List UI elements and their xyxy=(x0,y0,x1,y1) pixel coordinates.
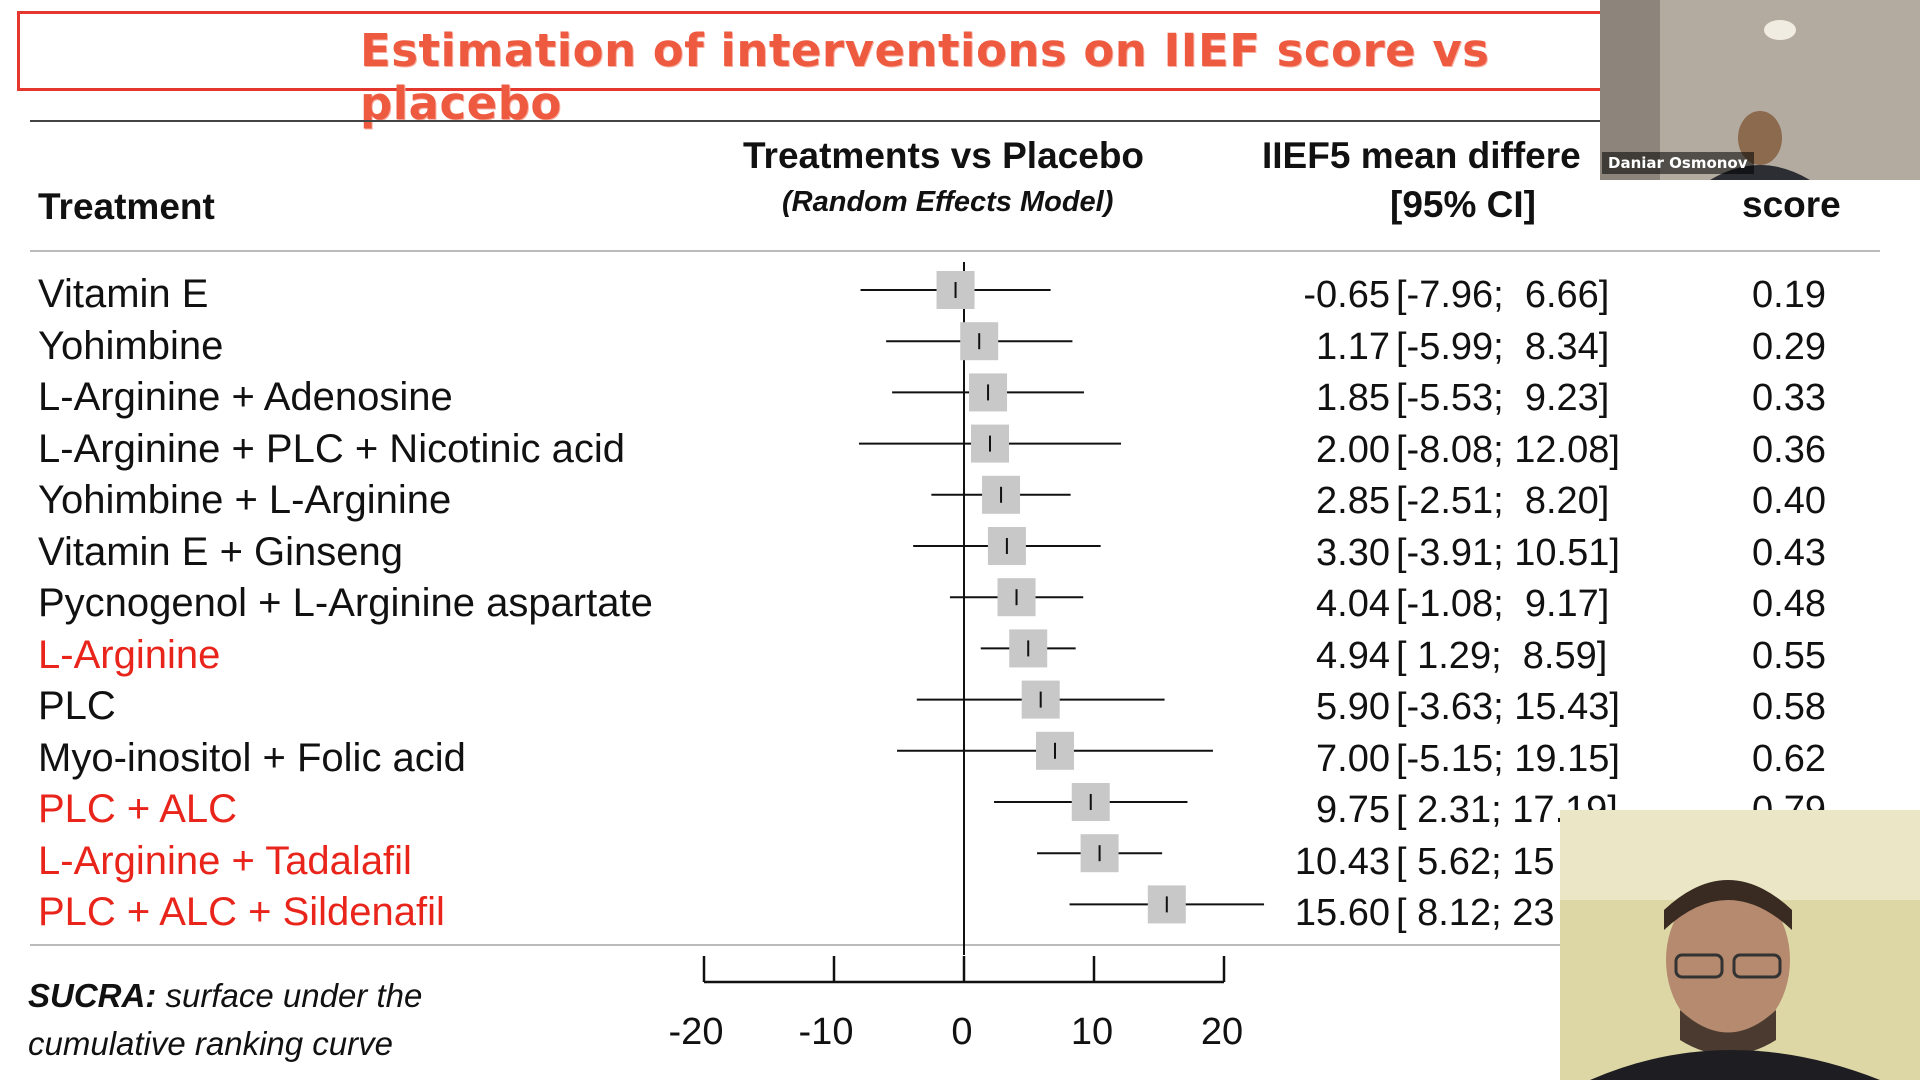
row-score: 0.33 xyxy=(1752,377,1826,419)
row-label: L-Arginine xyxy=(38,633,221,677)
top-rule xyxy=(30,120,1610,122)
row-label: L-Arginine + PLC + Nicotinic acid xyxy=(38,427,625,471)
x-tick-label: 0 xyxy=(951,1011,972,1053)
row-score: 0.48 xyxy=(1752,583,1826,625)
row-confidence-interval: [-2.51; 8.20] xyxy=(1396,480,1610,522)
row-mean-difference: 7.00 xyxy=(1316,738,1390,780)
row-score: 0.36 xyxy=(1752,429,1826,471)
row-mean-difference: 2.00 xyxy=(1316,429,1390,471)
row-score: 0.40 xyxy=(1752,480,1826,522)
row-label: PLC + ALC xyxy=(38,787,238,831)
row-mean-difference: 4.04 xyxy=(1316,583,1390,625)
sucra-term: SUCRA: xyxy=(28,977,157,1014)
row-score: 0.19 xyxy=(1752,274,1826,316)
row-confidence-interval: [ 5.62; 15 xyxy=(1396,841,1555,883)
row-mean-difference: 1.85 xyxy=(1316,377,1390,419)
row-confidence-interval: [-8.08; 12.08] xyxy=(1396,429,1620,471)
participant-name: Daniar Osmonov xyxy=(1602,152,1754,174)
header-rule xyxy=(30,250,1880,252)
row-score: 0.55 xyxy=(1752,635,1826,677)
x-tick-label: 10 xyxy=(1071,1011,1113,1053)
participant-video-top[interactable] xyxy=(1600,0,1920,180)
row-confidence-interval: [ 8.12; 23 xyxy=(1396,892,1555,934)
row-label: Pycnogenol + L-Arginine aspartate xyxy=(38,581,653,625)
row-mean-difference: 15.60 xyxy=(1294,892,1390,934)
header-score: score xyxy=(1742,184,1841,225)
row-confidence-interval: [-5.15; 19.15] xyxy=(1396,738,1620,780)
row-label: L-Arginine + Adenosine xyxy=(38,375,453,419)
row-score: 0.58 xyxy=(1752,686,1826,728)
row-mean-difference: -0.65 xyxy=(1303,274,1390,316)
participant-video-bottom[interactable] xyxy=(1560,810,1920,1080)
row-confidence-interval: [-7.96; 6.66] xyxy=(1396,274,1610,316)
row-score: 0.62 xyxy=(1752,738,1826,780)
row-confidence-interval: [-5.99; 8.34] xyxy=(1396,326,1610,368)
x-tick-label: 20 xyxy=(1201,1011,1243,1053)
row-score: 0.29 xyxy=(1752,326,1826,368)
sucra-text-1: surface under the xyxy=(156,977,423,1014)
bottom-rule xyxy=(30,944,1610,946)
row-label: Vitamin E + Ginseng xyxy=(38,530,404,574)
row-label: Myo-inositol + Folic acid xyxy=(38,736,466,780)
x-tick-label: -10 xyxy=(799,1011,854,1053)
row-mean-difference: 9.75 xyxy=(1316,789,1390,831)
row-confidence-interval: [ 1.29; 8.59] xyxy=(1396,635,1608,677)
row-confidence-interval: [-1.08; 9.17] xyxy=(1396,583,1610,625)
row-label: Yohimbine + L-Arginine xyxy=(38,478,452,522)
row-confidence-interval: [-3.63; 15.43] xyxy=(1396,686,1620,728)
row-confidence-interval: [-3.91; 10.51] xyxy=(1396,532,1620,574)
row-label: Vitamin E xyxy=(38,272,209,316)
row-mean-difference: 4.94 xyxy=(1316,635,1390,677)
row-mean-difference: 1.17 xyxy=(1316,326,1390,368)
row-confidence-interval: [-5.53; 9.23] xyxy=(1396,377,1610,419)
header-treatment: Treatment xyxy=(38,186,215,227)
row-label: L-Arginine + Tadalafil xyxy=(38,839,412,883)
video-feed-bottom xyxy=(1560,810,1920,1080)
header-model: (Random Effects Model) xyxy=(782,186,1114,218)
x-tick-label: -20 xyxy=(669,1011,724,1053)
header-treatments-vs-placebo: Treatments vs Placebo xyxy=(743,135,1145,176)
row-label: PLC xyxy=(38,684,116,728)
row-mean-difference: 2.85 xyxy=(1316,480,1390,522)
sucra-text-2: cumulative ranking curve xyxy=(28,1025,393,1062)
row-score: 0.43 xyxy=(1752,532,1826,574)
row-label: PLC + ALC + Sildenafil xyxy=(38,890,445,934)
row-mean-difference: 5.90 xyxy=(1316,686,1390,728)
row-mean-difference: 3.30 xyxy=(1316,532,1390,574)
sucra-footnote: SUCRA: surface under the cumulative rank… xyxy=(28,972,422,1068)
row-label: Yohimbine xyxy=(38,324,224,368)
header-ci: [95% CI] xyxy=(1390,184,1536,225)
header-iief-mean: IIEF5 mean differe xyxy=(1262,135,1581,176)
video-feed-top xyxy=(1600,0,1920,180)
row-mean-difference: 10.43 xyxy=(1294,841,1390,883)
forest-plot: -20 -10 0 10 20 xyxy=(669,262,1265,1053)
